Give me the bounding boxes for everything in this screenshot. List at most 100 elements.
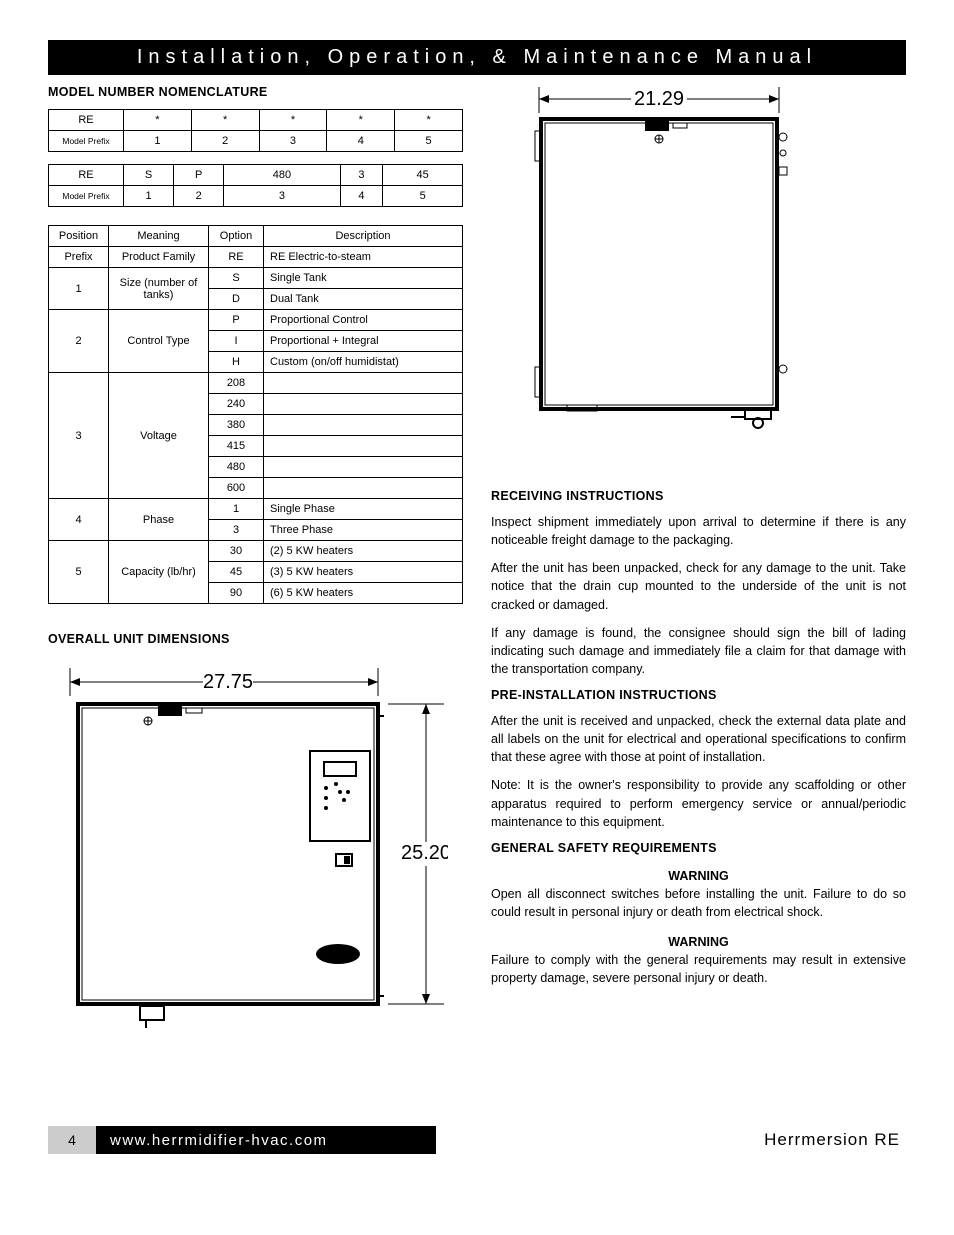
cell-option: 3 (209, 520, 264, 541)
cell-description: Single Phase (264, 499, 463, 520)
cell-description: (6) 5 KW heaters (264, 583, 463, 604)
cell: 1 (124, 131, 192, 152)
cell: 480 (224, 165, 340, 186)
cell-option: H (209, 352, 264, 373)
safety-heading: GENERAL SAFETY REQUIREMENTS (491, 841, 906, 855)
cell-position: 4 (49, 499, 109, 541)
left-column: MODEL NUMBER NOMENCLATURE RE * * * * * M… (48, 79, 463, 1036)
cell-option: S (209, 268, 264, 289)
cell-position: 1 (49, 268, 109, 310)
cell-description: Proportional + Integral (264, 331, 463, 352)
cell-position: Prefix (49, 247, 109, 268)
cell-description: Dual Tank (264, 289, 463, 310)
cell-option: 90 (209, 583, 264, 604)
cell-option: 1 (209, 499, 264, 520)
dimension-diagram-1: 27.75 (48, 656, 463, 1036)
dim-height: 25.20 (401, 842, 448, 864)
spec-table: Position Meaning Option Description Pref… (48, 225, 463, 604)
cell: 1 (124, 186, 174, 207)
cell: Model Prefix (49, 131, 124, 152)
nomenclature-table-1: RE * * * * * Model Prefix 1 2 3 4 5 (48, 109, 463, 152)
paragraph: Inspect shipment immediately upon arriva… (491, 513, 906, 549)
th-position: Position (49, 226, 109, 247)
cell: P (174, 165, 224, 186)
cell-description: RE Electric-to-steam (264, 247, 463, 268)
cell-option: 240 (209, 394, 264, 415)
paragraph: After the unit is received and unpacked,… (491, 712, 906, 766)
cell: 5 (383, 186, 463, 207)
cell: 4 (340, 186, 383, 207)
cell: 5 (395, 131, 463, 152)
cell-description: (2) 5 KW heaters (264, 541, 463, 562)
cell-position: 2 (49, 310, 109, 373)
th-description: Description (264, 226, 463, 247)
cell: * (327, 110, 395, 131)
cell-option: 415 (209, 436, 264, 457)
cell-option: 30 (209, 541, 264, 562)
cell-meaning: Size (number of tanks) (109, 268, 209, 310)
cell-position: 3 (49, 373, 109, 499)
footer-url: www.herrmidifier-hvac.com (96, 1126, 436, 1154)
cell-option: I (209, 331, 264, 352)
cell: 3 (259, 131, 327, 152)
cell: * (259, 110, 327, 131)
page-number: 4 (48, 1126, 96, 1154)
page-footer: 4 www.herrmidifier-hvac.com Herrmersion … (48, 1126, 906, 1154)
cell: 4 (327, 131, 395, 152)
warning-text: Open all disconnect switches before inst… (491, 885, 906, 921)
cell-description (264, 394, 463, 415)
cell: RE (49, 165, 124, 186)
dim-width-2: 21.29 (634, 88, 684, 110)
nomenclature-table-2: RE S P 480 3 45 Model Prefix 1 2 3 4 5 (48, 164, 463, 207)
cell-meaning: Control Type (109, 310, 209, 373)
cell-option: 45 (209, 562, 264, 583)
cell-description (264, 478, 463, 499)
preinstall-heading: PRE-INSTALLATION INSTRUCTIONS (491, 688, 906, 702)
cell-description (264, 436, 463, 457)
cell-option: 208 (209, 373, 264, 394)
cell: RE (49, 110, 124, 131)
cell-option: 480 (209, 457, 264, 478)
cell-position: 5 (49, 541, 109, 604)
cell: * (124, 110, 192, 131)
cell: * (395, 110, 463, 131)
cell-option: RE (209, 247, 264, 268)
cell-meaning: Capacity (lb/hr) (109, 541, 209, 604)
paragraph: After the unit has been unpacked, check … (491, 559, 906, 613)
cell-description: Three Phase (264, 520, 463, 541)
warning-label: WARNING (491, 869, 906, 883)
dim-width: 27.75 (203, 671, 253, 693)
th-option: Option (209, 226, 264, 247)
cell-meaning: Product Family (109, 247, 209, 268)
cell: * (191, 110, 259, 131)
receiving-heading: RECEIVING INSTRUCTIONS (491, 489, 906, 503)
dimensions-heading: OVERALL UNIT DIMENSIONS (48, 632, 463, 646)
cell: S (124, 165, 174, 186)
paragraph: If any damage is found, the consignee sh… (491, 624, 906, 678)
cell-option: D (209, 289, 264, 310)
cell-option: 600 (209, 478, 264, 499)
cell-description (264, 415, 463, 436)
cell: 3 (224, 186, 340, 207)
cell-option: 380 (209, 415, 264, 436)
warning-text: Failure to comply with the general requi… (491, 951, 906, 987)
cell: 3 (340, 165, 383, 186)
cell-description (264, 373, 463, 394)
right-column: 21.29 (491, 79, 906, 1036)
dimension-diagram-2: 21.29 (491, 79, 906, 439)
cell-description: Proportional Control (264, 310, 463, 331)
cell-option: P (209, 310, 264, 331)
cell-description: Single Tank (264, 268, 463, 289)
title-banner: Installation, Operation, & Maintenance M… (48, 40, 906, 75)
cell-description (264, 457, 463, 478)
paragraph: Note: It is the owner's responsibility t… (491, 776, 906, 830)
cell-meaning: Phase (109, 499, 209, 541)
footer-brand: Herrmersion RE (764, 1126, 906, 1154)
cell-description: Custom (on/off humidistat) (264, 352, 463, 373)
nomenclature-heading: MODEL NUMBER NOMENCLATURE (48, 85, 463, 99)
th-meaning: Meaning (109, 226, 209, 247)
cell: 2 (191, 131, 259, 152)
cell: Model Prefix (49, 186, 124, 207)
cell-description: (3) 5 KW heaters (264, 562, 463, 583)
cell-meaning: Voltage (109, 373, 209, 499)
